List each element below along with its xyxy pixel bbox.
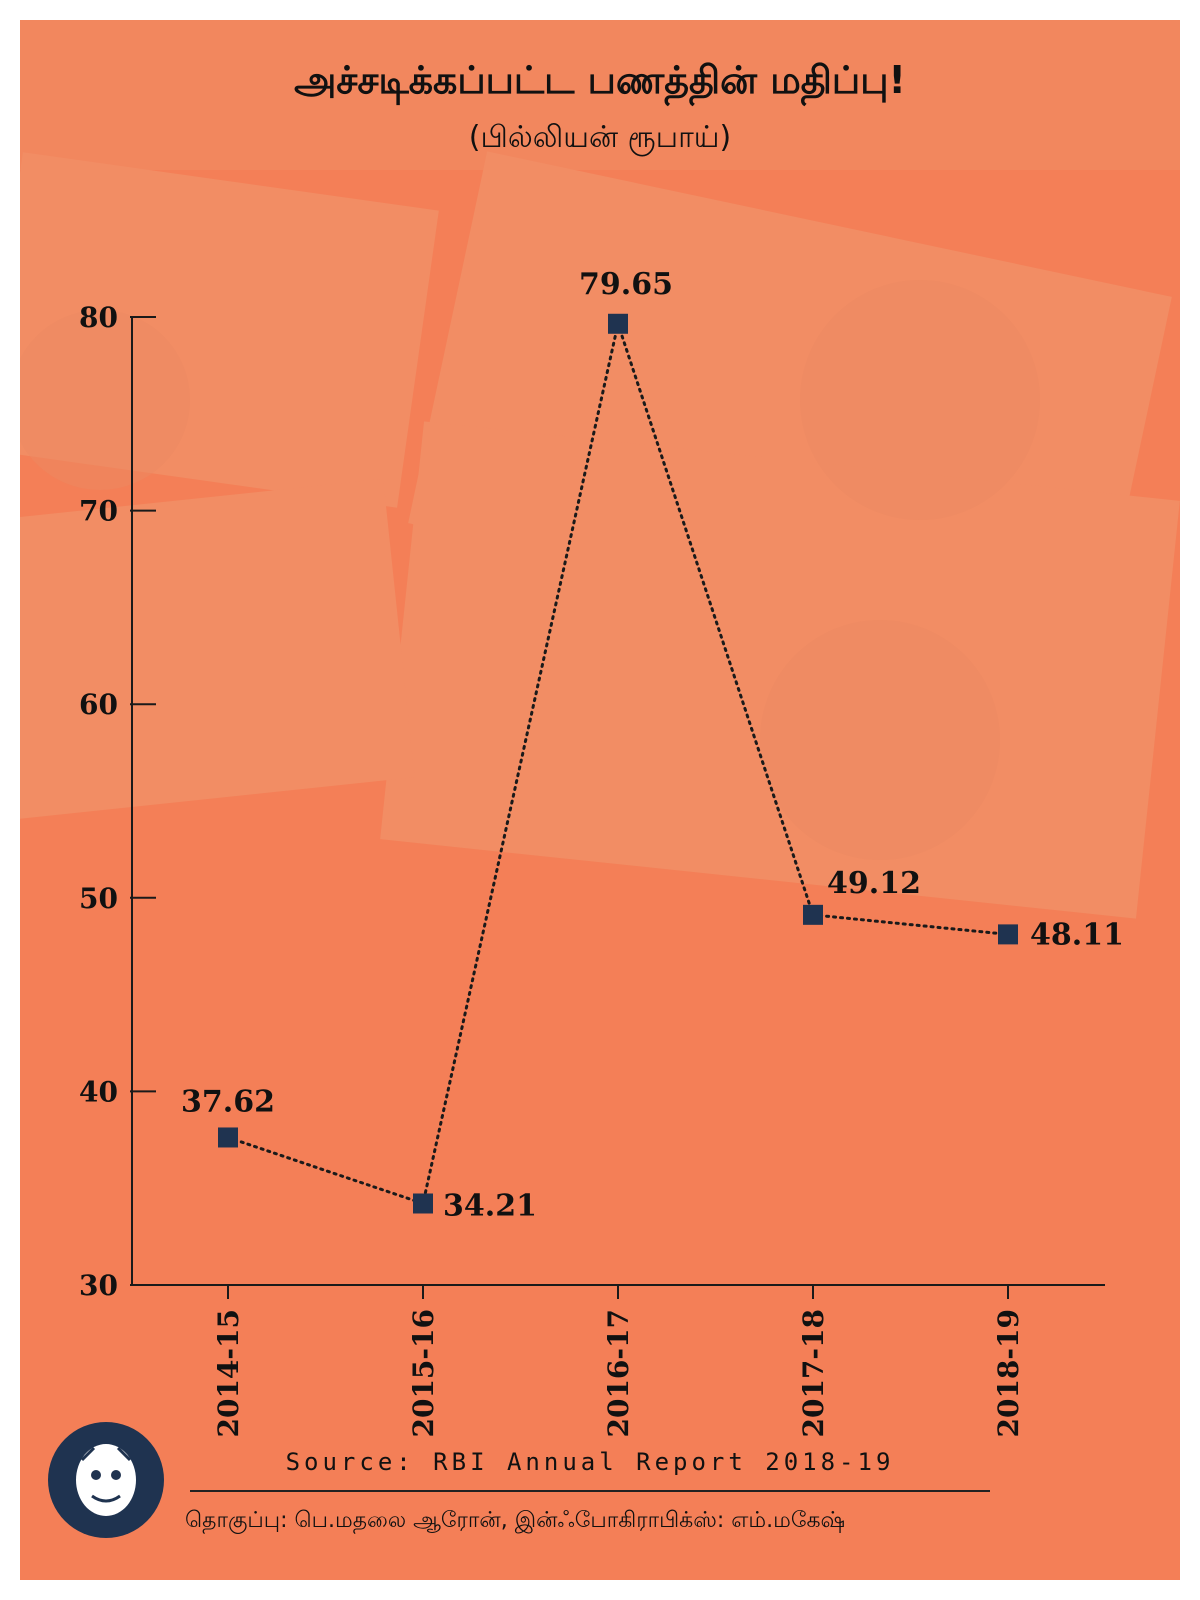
data-point-marker: [998, 924, 1018, 945]
y-tick-label: 40: [79, 1075, 118, 1108]
y-tick-label: 30: [79, 1269, 118, 1302]
series: 37.62 34.21 79.65 49.12 48.11: [181, 267, 1124, 1224]
credits-text: தொகுப்பு: பெ.மதலை ஆரோன், இன்ஃபோகிராபிக்ஸ…: [185, 1508, 846, 1533]
data-label: 79.65: [579, 267, 673, 302]
x-category-label: 2015-16: [407, 1309, 440, 1438]
banknote-background: [20, 20, 1180, 919]
data-point-marker: [218, 1127, 238, 1148]
x-category-label: 2018-19: [992, 1309, 1025, 1438]
x-axis: 2014-15 2015-16 2016-17 2017-18 2018-19: [132, 1284, 1105, 1438]
chart-title: அச்சடிக்கப்பட்ட பணத்தின் மதிப்பு!: [294, 58, 906, 102]
line-chart: 30 40 50 60 70 80 2014-15 2015-16 2016-17 2017-1…: [79, 267, 1124, 1438]
chart-subtitle: (பில்லியன் ரூபாய்): [468, 120, 732, 155]
x-category-label: 2016-17: [602, 1309, 635, 1438]
credit-divider: [190, 1490, 990, 1492]
data-point-marker: [608, 313, 628, 334]
data-point-marker: [413, 1193, 433, 1214]
y-axis: 30 40 50 60 70 80: [79, 301, 156, 1302]
y-tick-label: 70: [79, 495, 118, 528]
series-line: [226, 318, 1010, 1206]
x-category-label: 2017-18: [797, 1309, 830, 1438]
data-label: 34.21: [443, 1188, 537, 1223]
chart-panel: அச்சடிக்கப்பட்ட பணத்தின் மதிப்பு! (பில்ல…: [20, 20, 1180, 1580]
y-tick-label: 80: [79, 301, 118, 334]
x-category-label: 2014-15: [212, 1309, 245, 1438]
publisher-logo-icon: [48, 1422, 164, 1538]
source-note: Source: RBI Annual Report 2018-19: [285, 1448, 895, 1476]
data-label: 37.62: [181, 1084, 275, 1119]
data-point-marker: [803, 904, 823, 925]
y-tick-label: 60: [79, 688, 118, 721]
data-label: 48.11: [1030, 917, 1124, 952]
y-tick-label: 50: [79, 882, 118, 915]
data-label: 49.12: [827, 866, 921, 901]
